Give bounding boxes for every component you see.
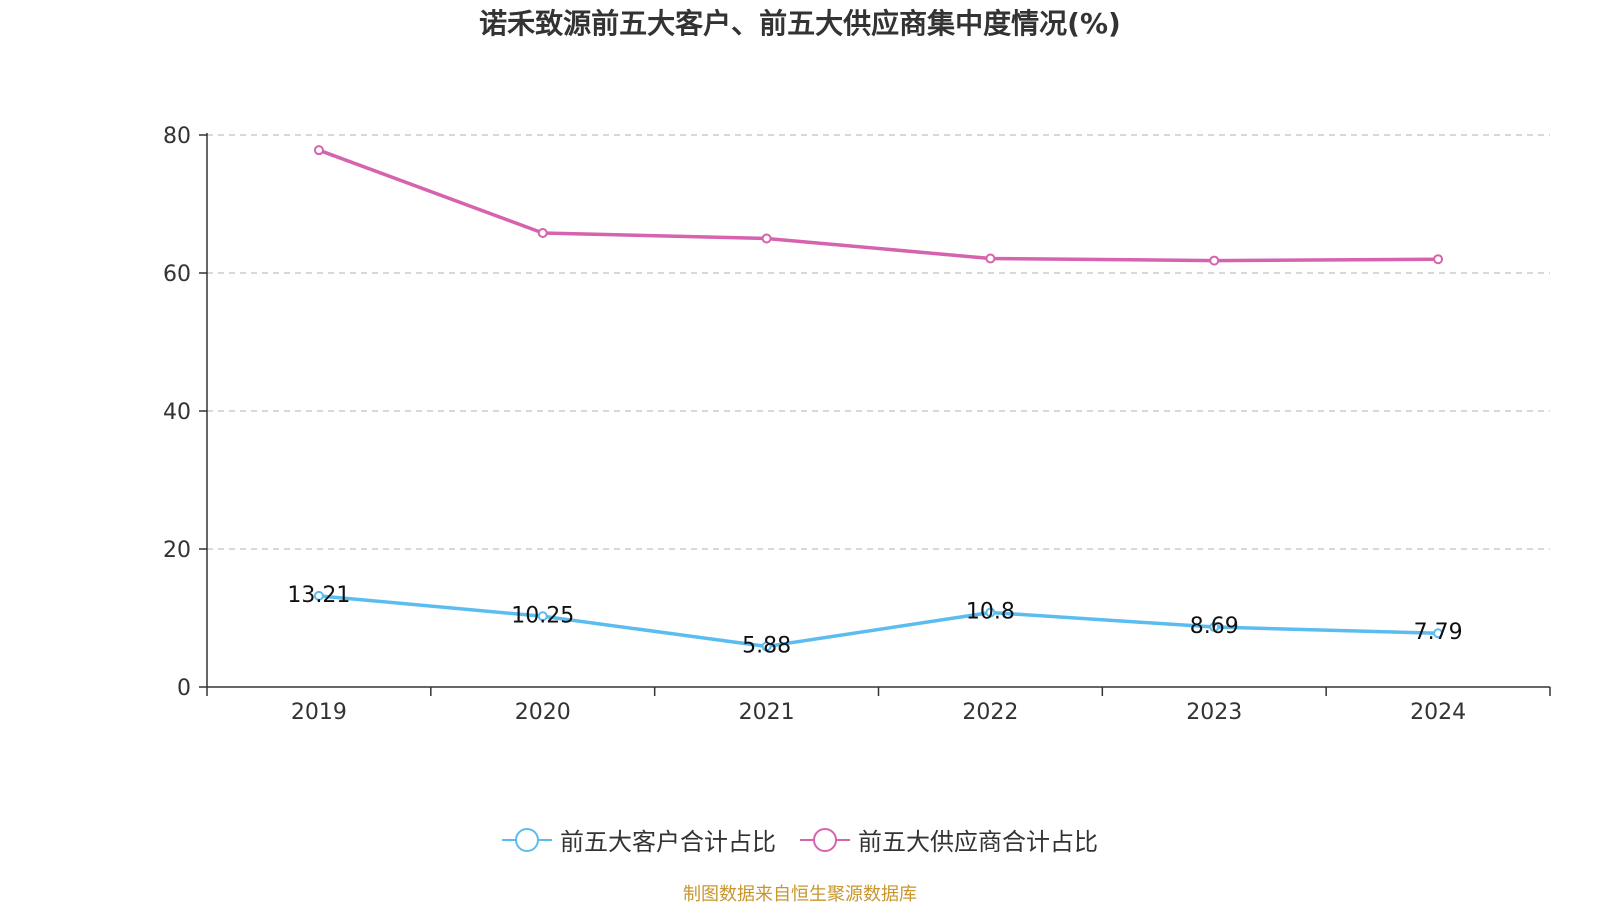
x-tick-label-2023: 2023 <box>1186 700 1242 725</box>
data-point-1-2020 <box>537 227 548 238</box>
data-point-0-2022 <box>985 607 996 618</box>
x-tick-label-2020: 2020 <box>515 700 571 725</box>
data-point-1-2023 <box>1209 255 1220 266</box>
data-point-0-2024 <box>1433 628 1444 639</box>
data-point-1-2022 <box>985 253 996 264</box>
line-chart: 0 20 40 60 80 2019 2020 2021 2022 2023 2024 13.21 10… <box>163 124 1551 725</box>
data-label-0-2019: 13.21 <box>287 583 350 608</box>
data-point-0-2019 <box>313 590 324 601</box>
y-tick-label-60: 60 <box>163 262 191 287</box>
x-tick-label-2019: 2019 <box>291 700 347 725</box>
data-label-0-2021: 5.88 <box>742 633 791 658</box>
series-line-1 <box>318 148 1439 263</box>
legend-label-customers: 前五大客户合计占比 <box>560 828 776 856</box>
x-tick-label-2022: 2022 <box>962 700 1018 725</box>
data-point-0-2021 <box>761 641 772 652</box>
data-point-1-2024 <box>1433 254 1444 265</box>
data-label-0-2023: 8.69 <box>1190 614 1239 639</box>
data-label-0-2024: 7.79 <box>1414 620 1463 645</box>
legend-marker-suppliers-icon <box>800 827 850 852</box>
y-tick-label-20: 20 <box>163 538 191 563</box>
data-label-0-2022: 10.8 <box>966 599 1015 624</box>
data-point-1-2019 <box>313 145 324 156</box>
data-point-1-2021 <box>761 233 772 244</box>
data-source: 制图数据来自恒生聚源数据库 <box>683 884 917 905</box>
legend-marker-customers-icon <box>502 827 552 852</box>
legend-label-suppliers: 前五大供应商合计占比 <box>858 828 1098 856</box>
x-tick-label-2024: 2024 <box>1410 700 1466 725</box>
data-label-0-2020: 10.25 <box>511 603 574 628</box>
y-tick-label-0: 0 <box>177 676 191 701</box>
data-point-0-2020 <box>537 611 548 622</box>
legend: 前五大客户合计占比 前五大供应商合计占比 <box>0 822 1600 857</box>
legend-item-suppliers[interactable]: 前五大供应商合计占比 <box>800 822 1098 857</box>
y-tick-label-40: 40 <box>163 400 191 425</box>
x-tick-label-2021: 2021 <box>739 700 795 725</box>
legend-item-customers[interactable]: 前五大客户合计占比 <box>502 822 776 857</box>
y-tick-label-80: 80 <box>163 124 191 149</box>
data-point-0-2023 <box>1209 622 1220 633</box>
series-line-0 <box>318 594 1439 649</box>
chart-title: 诺禾致源前五大客户、前五大供应商集中度情况(%) <box>479 7 1121 40</box>
